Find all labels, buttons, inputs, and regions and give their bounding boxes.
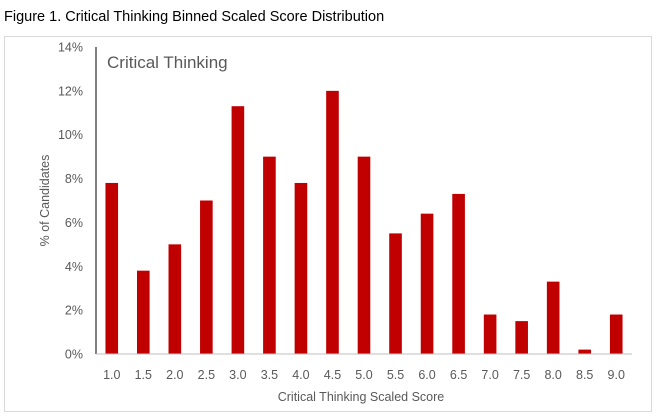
x-axis-ticks: 1.0 1.5 2.0 2.5 3.0 3.5 4.0 4.5 5.0 5.5 6.0 6.5 7.0 7… [103, 368, 625, 382]
bar-6.5 [452, 193, 465, 354]
x-tick-label: 6.5 [450, 368, 467, 382]
x-tick-label: 4.0 [292, 368, 309, 382]
bar-5.5 [389, 233, 402, 354]
y-tick-label: 8% [65, 172, 83, 186]
x-tick-label: 7.0 [481, 368, 498, 382]
y-axis-ticks: 0% 2% 4% 6% 8% 10% 12% 14% [58, 41, 83, 362]
y-tick-label: 6% [65, 216, 83, 230]
y-tick-label: 4% [65, 260, 83, 274]
y-tick-label: 12% [58, 84, 83, 98]
bar-6.0 [420, 213, 434, 354]
bars [105, 90, 623, 354]
x-tick-label: 1.5 [135, 368, 152, 382]
bar-1.0 [105, 182, 119, 354]
bar-2.5 [200, 200, 213, 354]
bar-8.0 [546, 281, 560, 354]
y-tick-label: 0% [65, 348, 83, 362]
x-tick-label: 3.5 [261, 368, 278, 382]
x-tick-label: 7.5 [513, 368, 530, 382]
y-axis-title: % of Candidates [38, 155, 52, 247]
bar-9.0 [609, 314, 623, 354]
chart-title: Critical Thinking [107, 53, 228, 72]
bar-4.0 [294, 182, 308, 354]
figure-title: Figure 1. Critical Thinking Binned Scale… [4, 9, 385, 25]
y-tick-label: 14% [58, 41, 83, 55]
x-tick-label: 5.0 [355, 368, 372, 382]
bar-1.5 [136, 270, 150, 354]
x-axis-title: Critical Thinking Scaled Score [278, 390, 445, 404]
bar-4.5 [326, 90, 339, 354]
bar-7.0 [483, 314, 497, 354]
x-tick-label: 8.5 [576, 368, 593, 382]
y-tick-label: 2% [65, 304, 83, 318]
x-tick-label: 2.5 [198, 368, 215, 382]
bar-5.0 [357, 156, 371, 354]
x-tick-label: 5.5 [387, 368, 404, 382]
x-tick-label: 6.0 [418, 368, 435, 382]
x-tick-label: 1.0 [103, 368, 120, 382]
bar-8.5 [578, 349, 592, 354]
x-tick-label: 8.0 [544, 368, 561, 382]
x-tick-label: 2.0 [166, 368, 183, 382]
y-tick-label: 10% [58, 128, 83, 142]
bar-7.5 [515, 321, 528, 354]
bar-2.0 [168, 244, 182, 354]
x-tick-label: 3.0 [229, 368, 246, 382]
x-tick-label: 9.0 [608, 368, 625, 382]
bar-3.0 [231, 106, 245, 354]
bar-3.5 [263, 156, 276, 354]
x-tick-label: 4.5 [324, 368, 341, 382]
